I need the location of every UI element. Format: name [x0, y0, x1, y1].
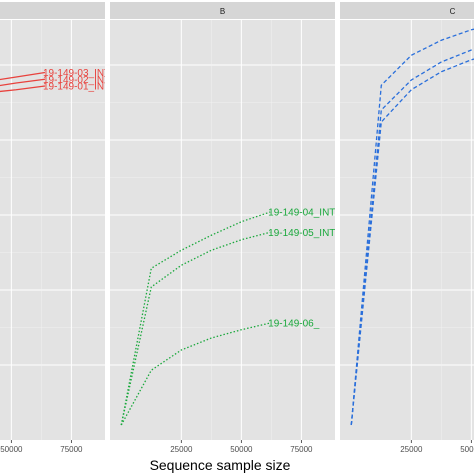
series-label: 19-149-01_INT_S [43, 82, 123, 93]
panel: 19-149-03_INT_19-149-02_INT_S19-149-01_I… [0, 2, 123, 454]
series-line [120, 211, 271, 426]
series-label: 19-149-05_INT [268, 228, 335, 239]
series-line [0, 78, 46, 87]
x-tick-label: 50000 [0, 445, 23, 454]
strip-label: B [220, 7, 225, 16]
series-line [0, 71, 46, 81]
x-axis-title: Sequence sample size [150, 457, 291, 473]
series-label: 19-149-02_INT_S [43, 75, 123, 86]
panel-background [340, 20, 474, 440]
panel: C250005000075000 [340, 2, 474, 454]
series-label: 19-149-06_ [268, 319, 320, 330]
x-tick-label: 25000 [170, 445, 193, 454]
strip-background [110, 2, 335, 19]
x-tick-label: 75000 [290, 445, 313, 454]
strip-label: C [450, 7, 456, 16]
panel-plot: 19-149-04_INT_ 19-149-05_INT 19-149-06_ [110, 20, 341, 440]
series-line [350, 28, 474, 426]
panel: 19-149-04_INT_ 19-149-05_INT 19-149-06_ B 25… [110, 2, 341, 454]
series-label: 19-149-03_INT_ [43, 68, 116, 79]
x-tick-label: 50000 [460, 445, 474, 454]
series-line [350, 58, 474, 426]
panel-plot: 19-149-03_INT_19-149-02_INT_S19-149-01_I… [0, 20, 123, 440]
series-label: 19-149-04_INT_ [268, 208, 341, 219]
series-line [120, 231, 271, 426]
panel-background [110, 20, 335, 440]
series-line [0, 85, 46, 93]
strip-background [340, 2, 474, 19]
x-tick-label: 50000 [230, 445, 253, 454]
strip-background [0, 2, 105, 19]
panel-plot [340, 20, 474, 440]
series-line [350, 48, 474, 426]
x-tick-label: 25000 [400, 445, 423, 454]
x-tick-label: 75000 [60, 445, 83, 454]
